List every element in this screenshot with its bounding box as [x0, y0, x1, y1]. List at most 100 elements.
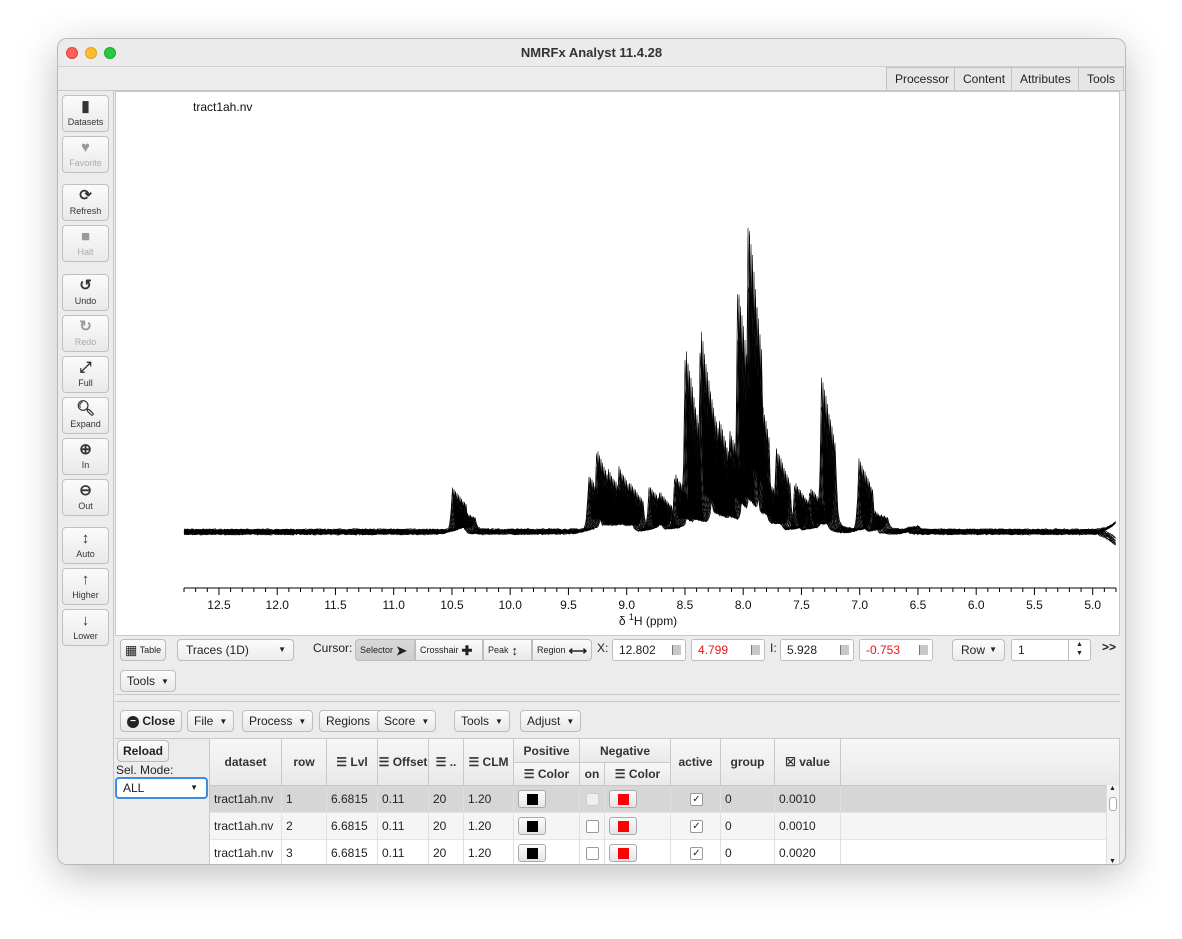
col-neg-color[interactable]: ☰ Color [605, 763, 671, 786]
spinner-arrows-icon[interactable]: ▲ ▼ [1068, 640, 1090, 660]
vertical-scrollbar[interactable]: ▲ ▼ [1106, 785, 1119, 865]
negative-on-checkbox[interactable] [586, 820, 599, 833]
row-spinner[interactable]: 1 ▲ ▼ [1011, 639, 1091, 661]
overflow-button[interactable]: >> [1102, 640, 1117, 654]
adjust-menu-button[interactable]: Adjust ▼ [520, 710, 582, 732]
cell-dataset[interactable]: tract1ah.nv [210, 840, 282, 864]
sidebar-full-button[interactable]: ⤢ Full [62, 356, 109, 393]
close-window-button[interactable] [66, 47, 78, 59]
sidebar-datasets-button[interactable]: ▮ Datasets [62, 95, 109, 132]
cursor-crosshair-button[interactable]: Crosshair ✚ [415, 639, 483, 661]
cell-dataset[interactable]: tract1ah.nv [210, 813, 282, 840]
score-menu-button[interactable]: Score ▼ [377, 710, 437, 732]
cell-nlvl[interactable]: 20 [429, 840, 464, 864]
cell-row[interactable]: 1 [282, 786, 327, 813]
cell-group[interactable]: 0 [721, 813, 775, 840]
cell-group[interactable]: 0 [721, 786, 775, 813]
row-select[interactable]: Row ▼ [952, 639, 1005, 661]
cell-dataset[interactable]: tract1ah.nv [210, 786, 282, 813]
cursor-region-button[interactable]: Region ⟷ [532, 639, 592, 661]
cell-offset[interactable]: 0.11 [378, 786, 429, 813]
col-dataset[interactable]: dataset [210, 739, 282, 786]
cell-row[interactable]: 3 [282, 840, 327, 864]
scroll-up-icon[interactable]: ▲ [1109, 785, 1116, 792]
cell-value[interactable]: 0.0010 [775, 813, 841, 840]
cell-offset[interactable]: 0.11 [378, 813, 429, 840]
negative-color-picker[interactable] [609, 817, 637, 835]
negative-color-picker[interactable] [609, 790, 637, 808]
cursor-selector-button[interactable]: Selector ➤ [355, 639, 415, 661]
scroll-down-icon[interactable]: ▼ [1109, 858, 1116, 865]
cell-value[interactable]: 0.0020 [775, 840, 841, 864]
tools-menu-button[interactable]: Tools ▼ [120, 670, 176, 692]
col-row[interactable]: row [282, 739, 327, 786]
negative-color-picker[interactable] [609, 844, 637, 862]
i1-field[interactable]: 5.928 [780, 639, 854, 661]
close-panel-button[interactable]: − Close [120, 710, 183, 732]
cell-value[interactable]: 0.0010 [775, 786, 841, 813]
col-nlvl[interactable]: ☰ .. [429, 739, 464, 786]
sidebar-undo-button[interactable]: ↺ Undo [62, 274, 109, 311]
sidebar-lower-button[interactable]: ↓ Lower [62, 609, 109, 646]
col-group[interactable]: group [721, 739, 775, 786]
display-mode-select[interactable]: Traces (1D) ▼ [177, 639, 294, 661]
x1-field[interactable]: 12.802 [612, 639, 686, 661]
tab-tools[interactable]: Tools [1078, 67, 1125, 90]
col-on[interactable]: on [580, 763, 605, 786]
table-row[interactable]: tract1ah.nv 3 6.6815 0.11 20 1.20 ✓ 0 0.0020 [210, 840, 1107, 864]
sidebar-expand-button[interactable]: 🔍︎ Expand [62, 397, 109, 434]
active-checkbox[interactable]: ✓ [690, 847, 703, 860]
cell-clm[interactable]: 1.20 [464, 840, 514, 864]
maximize-window-button[interactable] [104, 47, 116, 59]
cell-nlvl[interactable]: 20 [429, 813, 464, 840]
x-tick-label: 5.5 [1026, 598, 1043, 612]
cell-group[interactable]: 0 [721, 840, 775, 864]
cell-clm[interactable]: 1.20 [464, 786, 514, 813]
negative-on-checkbox[interactable] [586, 847, 599, 860]
positive-color-picker[interactable] [518, 817, 546, 835]
i2-field[interactable]: -0.753 [859, 639, 933, 661]
cell-nlvl[interactable]: 20 [429, 786, 464, 813]
col-pos-color[interactable]: ☰ Color [514, 763, 580, 786]
sidebar-button-label: Auto [76, 549, 95, 559]
spectrum-canvas[interactable]: 12.5 12.0 11.5 11.0 10.5 10.0 9.5 9.0 8.5 8.0 7.5 7… [116, 92, 1119, 635]
x2-field[interactable]: 4.799 [691, 639, 765, 661]
cell-row[interactable]: 2 [282, 813, 327, 840]
sidebar-higher-button[interactable]: ↑ Higher [62, 568, 109, 605]
sel-mode-select[interactable]: ALL ▼ [115, 777, 208, 799]
positive-color-picker[interactable] [518, 844, 546, 862]
cell-on [580, 813, 605, 840]
sidebar-refresh-button[interactable]: ⟳ Refresh [62, 184, 109, 221]
spectrum-plot[interactable]: tract1ah.nv 12.5 12.0 11.5 11.0 10.5 10.0 9.5 9… [115, 91, 1120, 636]
cursor-peak-button[interactable]: Peak ↕ [483, 639, 532, 661]
cell-lvl[interactable]: 6.6815 [327, 813, 378, 840]
sidebar-in-button[interactable]: ⊕ In [62, 438, 109, 475]
col-offset[interactable]: ☰ Offset [378, 739, 429, 786]
active-checkbox[interactable]: ✓ [690, 793, 703, 806]
col-clm[interactable]: ☰ CLM [464, 739, 514, 786]
minimize-window-button[interactable] [85, 47, 97, 59]
scrollbar-thumb[interactable] [1109, 797, 1117, 811]
col-active[interactable]: active [671, 739, 721, 786]
col-lvl[interactable]: ☰ Lvl [327, 739, 378, 786]
cell-lvl[interactable]: 6.6815 [327, 840, 378, 864]
tab-processor[interactable]: Processor [886, 67, 959, 90]
file-menu-button[interactable]: File ▼ [187, 710, 235, 732]
table-row[interactable]: tract1ah.nv 1 6.6815 0.11 20 1.20 ✓ 0 0.0010 [210, 786, 1107, 813]
cell-offset[interactable]: 0.11 [378, 840, 429, 864]
process-menu-button[interactable]: Process ▼ [242, 710, 314, 732]
table-row[interactable]: tract1ah.nv 2 6.6815 0.11 20 1.20 ✓ 0 0.0010 [210, 813, 1107, 840]
table-button[interactable]: ▦ Table [120, 639, 167, 661]
reload-button[interactable]: Reload [117, 740, 170, 762]
sidebar-out-button[interactable]: ⊖ Out [62, 479, 109, 516]
sidebar-auto-button[interactable]: ↕ Auto [62, 527, 109, 564]
active-checkbox[interactable]: ✓ [690, 820, 703, 833]
cell-lvl[interactable]: 6.6815 [327, 786, 378, 813]
tools-menu-button[interactable]: Tools ▼ [454, 710, 510, 732]
negative-on-checkbox[interactable] [586, 793, 599, 806]
cell-clm[interactable]: 1.20 [464, 813, 514, 840]
col-value[interactable]: ☒ value [775, 739, 841, 786]
tab-attributes[interactable]: Attributes [1011, 67, 1080, 90]
positive-color-picker[interactable] [518, 790, 546, 808]
tab-content[interactable]: Content [954, 67, 1015, 90]
